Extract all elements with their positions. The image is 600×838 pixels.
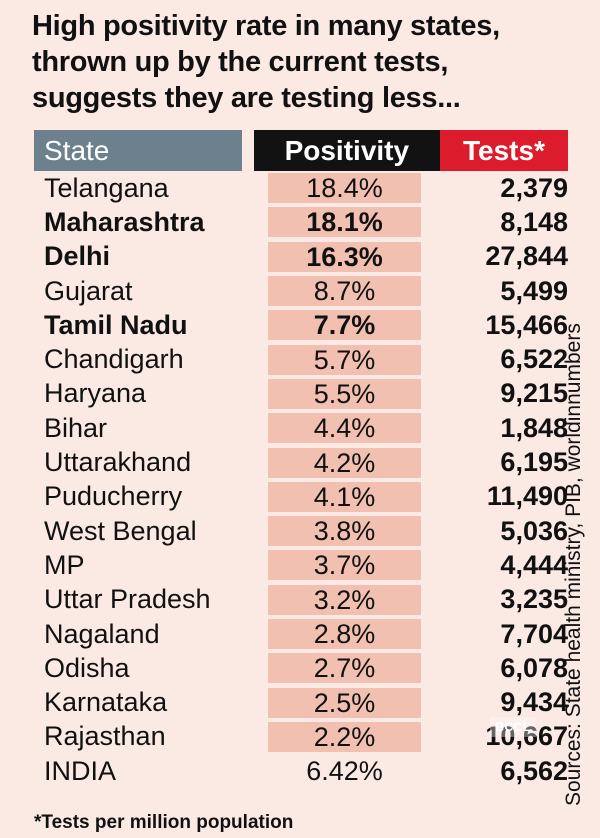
positivity-cell: 4.2% bbox=[268, 447, 421, 478]
table-row: Gujarat 8.7% 5,499 bbox=[34, 274, 568, 308]
tests-cell: 27,844 bbox=[485, 241, 568, 272]
positivity-cell: 4.4% bbox=[268, 413, 421, 444]
header-positivity: Positivity bbox=[253, 130, 440, 171]
table-row: Telangana 18.4% 2,379 bbox=[34, 171, 568, 205]
state-cell: Odisha bbox=[44, 652, 130, 683]
table-row: INDIA 6.42% 6,562 bbox=[34, 754, 568, 788]
tests-cell: 6,195 bbox=[500, 447, 568, 478]
table-body: Telangana 18.4% 2,379 Maharashtra 18.1% 8,148… bbox=[34, 171, 568, 788]
positivity-cell: 2.8% bbox=[268, 619, 421, 649]
positivity-cell: 3.8% bbox=[268, 516, 421, 547]
table-row: Tamil Nadu 7.7% 15,466 bbox=[34, 308, 568, 342]
table-header: State Positivity Tests* bbox=[34, 130, 568, 171]
source-note: Sources: State health ministry, PIB, wor… bbox=[562, 323, 585, 806]
state-cell: Tamil Nadu bbox=[44, 309, 188, 340]
state-cell: Gujarat bbox=[44, 275, 133, 306]
state-cell: Rajasthan bbox=[44, 721, 166, 752]
positivity-cell: 16.3% bbox=[268, 241, 421, 272]
tests-cell: 5,499 bbox=[500, 275, 568, 306]
positivity-cell: 2.5% bbox=[268, 687, 421, 718]
header-tests: Tests* bbox=[440, 130, 568, 171]
title-line-3: suggests they are testing less... bbox=[32, 82, 461, 114]
positivity-cell: 18.4% bbox=[268, 173, 421, 204]
table-row: Uttar Pradesh 3.2% 3,235 bbox=[34, 583, 568, 617]
tests-cell: 6,078 bbox=[500, 652, 568, 683]
state-cell: Nagaland bbox=[44, 618, 160, 649]
positivity-cell: 6.42% bbox=[306, 756, 383, 787]
table-row: Maharashtra 18.1% 8,148 bbox=[34, 205, 568, 239]
tests-cell: 6,562 bbox=[500, 755, 568, 786]
state-cell: Uttar Pradesh bbox=[44, 584, 211, 615]
positivity-cell: 5.7% bbox=[268, 344, 421, 375]
positivity-cell: 18.1% bbox=[268, 207, 421, 238]
positivity-table: State Positivity Tests* Telangana 18.4% 2,… bbox=[34, 130, 568, 788]
tests-cell: 1,848 bbox=[500, 412, 568, 443]
chart-title: High positivity rate in many states, thr… bbox=[32, 8, 572, 116]
tests-cell: 15,466 bbox=[485, 309, 568, 340]
state-cell: Bihar bbox=[44, 412, 108, 443]
table-row: Chandigarh 5.7% 6,522 bbox=[34, 342, 568, 376]
positivity-cell: 2.2% bbox=[268, 721, 421, 752]
state-cell: West Bengal bbox=[44, 515, 197, 546]
state-cell: Chandigarh bbox=[44, 344, 184, 375]
table-row: Rajasthan 2.2% 10,667 bbox=[34, 720, 568, 754]
state-cell: Puducherry bbox=[44, 481, 183, 512]
watermark-badge: BCCL bbox=[490, 717, 536, 737]
tests-cell: 9,434 bbox=[500, 687, 568, 718]
tests-cell: 9,215 bbox=[500, 378, 568, 409]
tests-cell: 8,148 bbox=[500, 206, 568, 237]
positivity-cell: 3.2% bbox=[268, 584, 421, 615]
positivity-cell: 4.1% bbox=[268, 481, 421, 512]
positivity-cell: 7.7% bbox=[268, 310, 421, 341]
table-row: Haryana 5.5% 9,215 bbox=[34, 377, 568, 411]
table-row: MP 3.7% 4,444 bbox=[34, 548, 568, 582]
tests-cell: 10,667 bbox=[485, 721, 568, 752]
title-line-2: thrown up by the current tests, bbox=[32, 46, 449, 78]
tests-cell: 7,704 bbox=[500, 618, 568, 649]
state-cell: Uttarakhand bbox=[44, 447, 192, 478]
positivity-cell: 8.7% bbox=[268, 276, 421, 307]
table-row: Nagaland 2.8% 7,704 bbox=[34, 617, 568, 651]
state-cell: Maharashtra bbox=[44, 206, 205, 237]
table-row: Bihar 4.4% 1,848 bbox=[34, 411, 568, 445]
table-row: Uttarakhand 4.2% 6,195 bbox=[34, 445, 568, 479]
header-state: State bbox=[34, 130, 242, 171]
tests-cell: 3,235 bbox=[500, 584, 568, 615]
table-row: Delhi 16.3% 27,844 bbox=[34, 240, 568, 274]
positivity-cell: 2.7% bbox=[268, 653, 421, 684]
tests-cell: 6,522 bbox=[500, 344, 568, 375]
tests-cell: 4,444 bbox=[500, 549, 568, 580]
table-row: Karnataka 2.5% 9,434 bbox=[34, 685, 568, 719]
state-cell: MP bbox=[44, 549, 85, 580]
tests-cell: 5,036 bbox=[500, 515, 568, 546]
state-cell: Haryana bbox=[44, 378, 147, 409]
state-cell: INDIA bbox=[44, 755, 117, 786]
state-cell: Telangana bbox=[44, 172, 169, 203]
table-row: Odisha 2.7% 6,078 bbox=[34, 651, 568, 685]
footnote: *Tests per million population bbox=[34, 812, 294, 833]
tests-cell: 11,490 bbox=[486, 481, 568, 512]
positivity-cell: 3.7% bbox=[268, 550, 421, 581]
tests-cell: 2,379 bbox=[500, 172, 568, 203]
positivity-cell: 5.5% bbox=[268, 378, 421, 409]
table-row: West Bengal 3.8% 5,036 bbox=[34, 514, 568, 548]
state-cell: Karnataka bbox=[44, 687, 168, 718]
state-cell: Delhi bbox=[44, 241, 111, 272]
table-row: Puducherry 4.1% 11,490 bbox=[34, 480, 568, 514]
title-line-1: High positivity rate in many states, bbox=[32, 10, 500, 42]
